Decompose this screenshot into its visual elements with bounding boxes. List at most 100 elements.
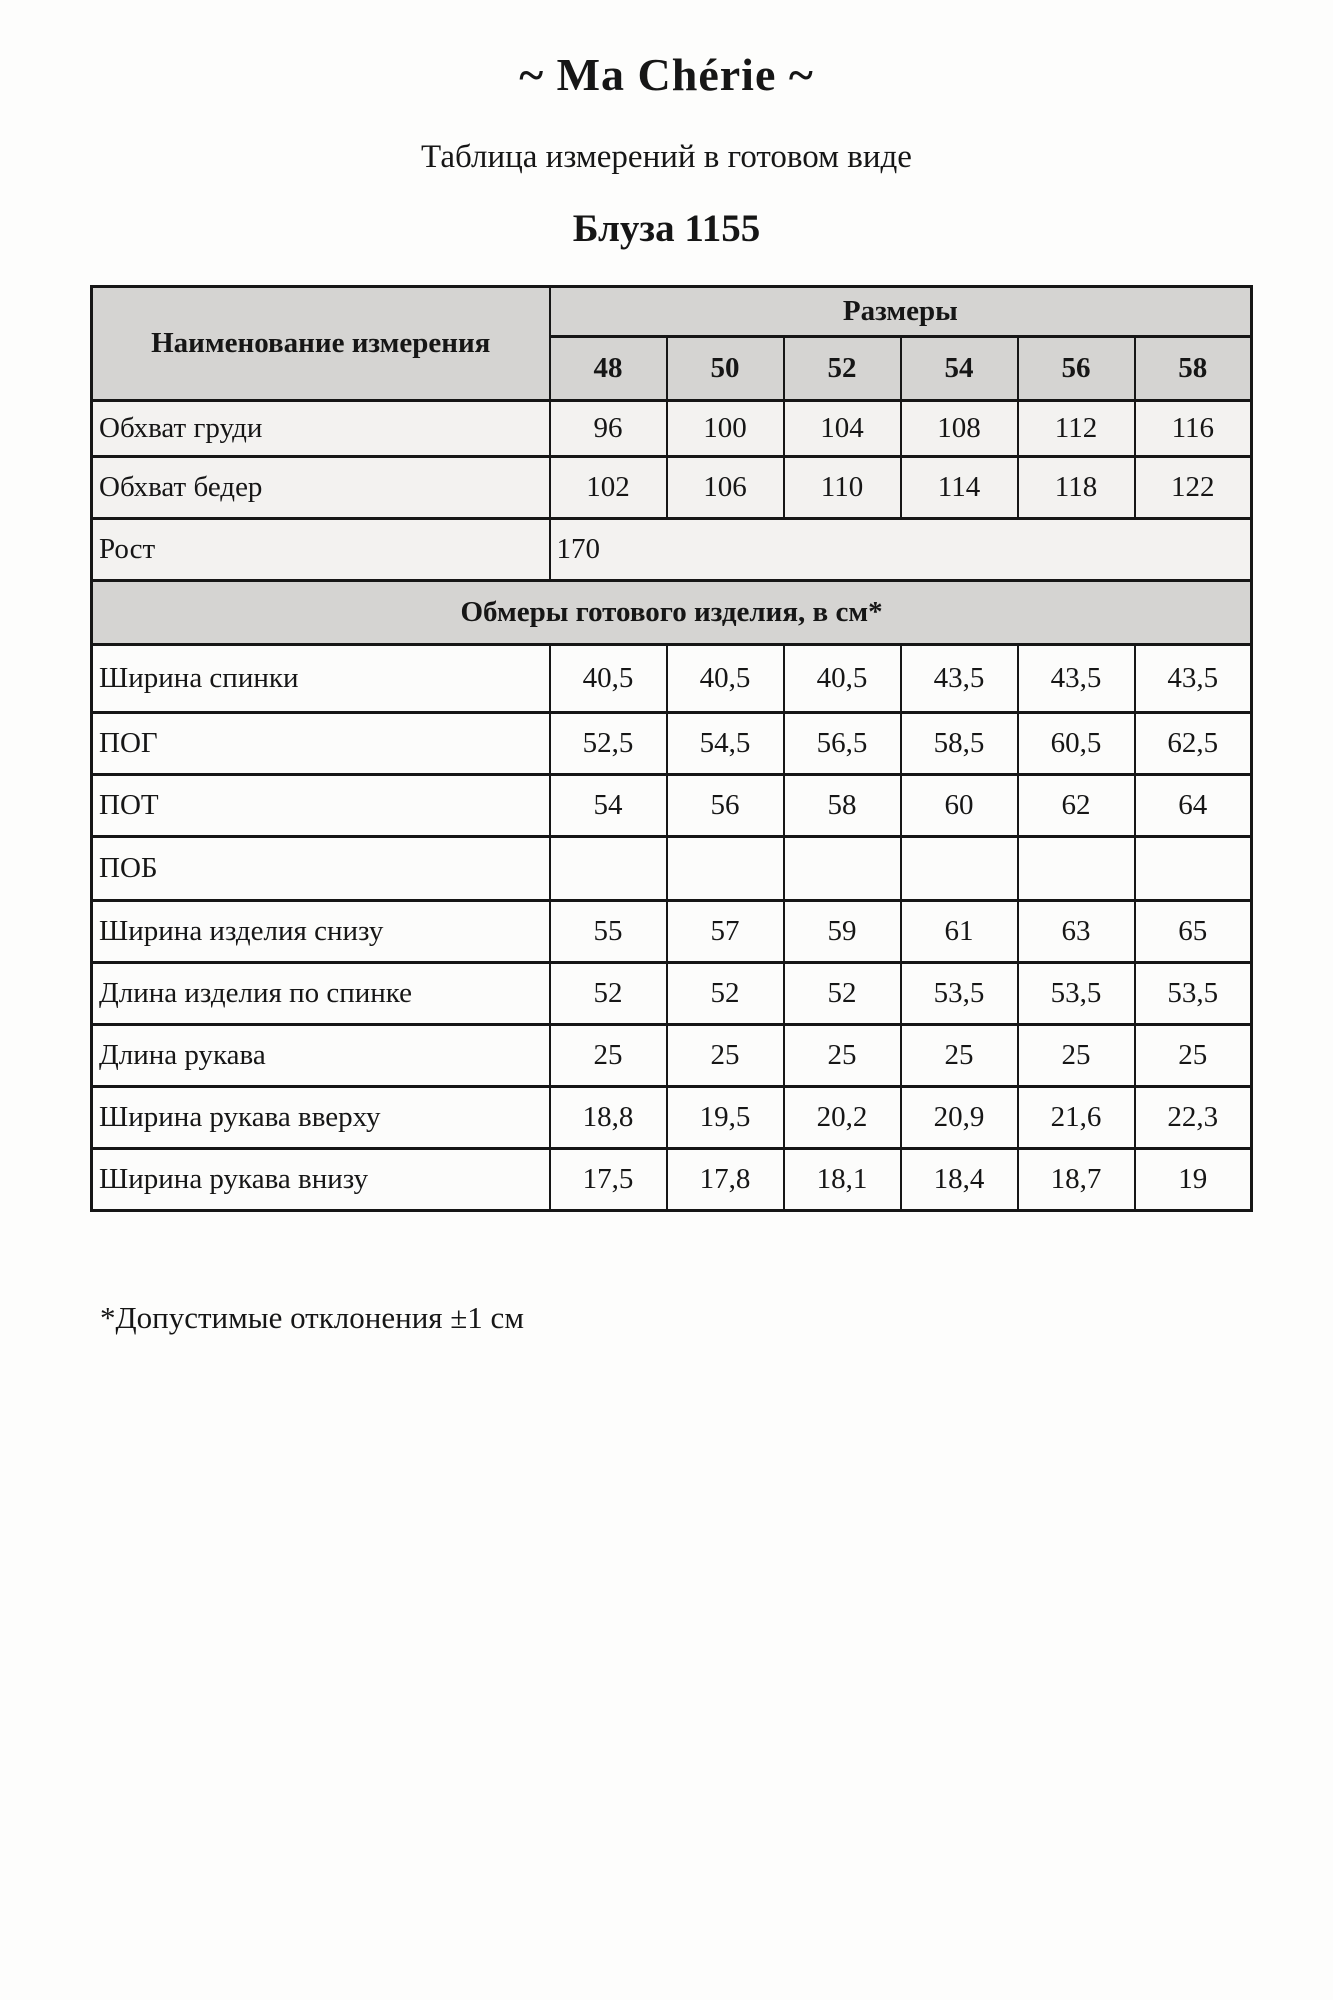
value-cell: 52 xyxy=(548,961,668,1026)
value-cell: 56,5 xyxy=(782,711,902,776)
value-cell: 63 xyxy=(1016,899,1136,964)
value-cell: 17,8 xyxy=(665,1147,785,1212)
value-cell: 102 xyxy=(548,455,668,520)
row-label: Ширина рукава внизу xyxy=(90,1147,551,1212)
table-row-pob: ПОБ xyxy=(90,835,1253,902)
value-cell: 18,4 xyxy=(899,1147,1019,1212)
measurement-table: Наименование измерения Размеры 48 50 52 … xyxy=(90,285,1254,1212)
row-label: Ширина спинки xyxy=(90,643,551,714)
tolerance-footnote: *Допустимые отклонения ±1 см xyxy=(100,1300,524,1335)
value-cell: 25 xyxy=(1133,1023,1253,1088)
value-cell: 25 xyxy=(899,1023,1019,1088)
value-cell: 19 xyxy=(1133,1147,1253,1212)
value-cell: 114 xyxy=(899,455,1019,520)
value-cell: 18,1 xyxy=(782,1147,902,1212)
row-label: ПОГ xyxy=(90,711,551,776)
table-row-sleeve-width-bottom: Ширина рукава внизу 17,5 17,8 18,1 18,4 … xyxy=(90,1147,1253,1212)
table-row-pog: ПОГ 52,5 54,5 56,5 58,5 60,5 62,5 xyxy=(90,711,1253,776)
value-cell xyxy=(899,835,1019,902)
value-cell: 20,9 xyxy=(899,1085,1019,1150)
table-row-sleeve-length: Длина рукава 25 25 25 25 25 25 xyxy=(90,1023,1253,1088)
value-cell: 20,2 xyxy=(782,1085,902,1150)
row-label: Обхват груди xyxy=(90,399,551,458)
table-row-back-width: Ширина спинки 40,5 40,5 40,5 43,5 43,5 4… xyxy=(90,643,1253,714)
page-header: ~ Ma Chérie ~ Таблица измерений в готово… xyxy=(0,0,1333,251)
value-cell: 55 xyxy=(548,899,668,964)
value-cell: 56 xyxy=(665,773,785,838)
size-header-48: 48 xyxy=(548,335,668,402)
value-cell: 25 xyxy=(1016,1023,1136,1088)
value-cell: 106 xyxy=(665,455,785,520)
value-cell: 112 xyxy=(1016,399,1136,458)
value-cell: 53,5 xyxy=(1133,961,1253,1026)
size-header-50: 50 xyxy=(665,335,785,402)
value-cell xyxy=(782,835,902,902)
value-cell: 61 xyxy=(899,899,1019,964)
row-label: Ширина рукава вверху xyxy=(90,1085,551,1150)
table-row-pot: ПОТ 54 56 58 60 62 64 xyxy=(90,773,1253,838)
product-title: Блуза 1155 xyxy=(572,207,761,250)
value-cell xyxy=(665,835,785,902)
value-cell: 18,8 xyxy=(548,1085,668,1150)
value-cell: 57 xyxy=(665,899,785,964)
value-cell: 25 xyxy=(665,1023,785,1088)
value-cell: 58,5 xyxy=(899,711,1019,776)
value-cell: 116 xyxy=(1133,399,1253,458)
value-cell: 54,5 xyxy=(665,711,785,776)
value-cell: 25 xyxy=(548,1023,668,1088)
value-cell: 53,5 xyxy=(1016,961,1136,1026)
value-cell: 100 xyxy=(665,399,785,458)
value-cell: 22,3 xyxy=(1133,1085,1253,1150)
column-header-measurement-name: Наименование измерения xyxy=(90,285,551,402)
value-cell: 43,5 xyxy=(1133,643,1253,714)
value-cell: 40,5 xyxy=(665,643,785,714)
height-value-cell: 170 xyxy=(548,517,1253,582)
value-cell: 96 xyxy=(548,399,668,458)
size-header-56: 56 xyxy=(1016,335,1136,402)
row-label: Длина изделия по спинке xyxy=(90,961,551,1026)
table-row-sleeve-width-top: Ширина рукава вверху 18,8 19,5 20,2 20,9… xyxy=(90,1085,1253,1150)
value-cell: 40,5 xyxy=(548,643,668,714)
table-row-chest: Обхват груди 96 100 104 108 112 116 xyxy=(90,399,1253,458)
row-label: ПОТ xyxy=(90,773,551,838)
header-row-size-numbers: 48 50 52 54 56 58 xyxy=(92,335,1253,402)
header-row-sizes-title: Наименование измерения Размеры xyxy=(90,285,1253,402)
value-cell: 17,5 xyxy=(548,1147,668,1212)
value-cell: 60 xyxy=(899,773,1019,838)
size-header-52: 52 xyxy=(782,335,902,402)
value-cell: 122 xyxy=(1133,455,1253,520)
value-cell: 19,5 xyxy=(665,1085,785,1150)
value-cell xyxy=(1133,835,1253,902)
table-subtitle: Таблица измерений в готовом виде xyxy=(421,139,912,175)
table-row-bottom-width: Ширина изделия снизу 55 57 59 61 63 65 xyxy=(90,899,1253,964)
value-cell: 110 xyxy=(782,455,902,520)
value-cell: 43,5 xyxy=(899,643,1019,714)
row-label: Обхват бедер xyxy=(90,455,551,520)
size-header-54: 54 xyxy=(899,335,1019,402)
value-cell: 52 xyxy=(665,961,785,1026)
value-cell xyxy=(1016,835,1136,902)
value-cell: 62 xyxy=(1016,773,1136,838)
value-cell: 59 xyxy=(782,899,902,964)
table-row-height: Рост 170 xyxy=(90,517,1253,582)
row-label: ПОБ xyxy=(90,835,551,902)
value-cell xyxy=(548,835,668,902)
row-label: Рост xyxy=(90,517,551,582)
value-cell: 52,5 xyxy=(548,711,668,776)
size-header-58: 58 xyxy=(1133,335,1253,402)
value-cell: 21,6 xyxy=(1016,1085,1136,1150)
row-label: Длина рукава xyxy=(90,1023,551,1088)
value-cell: 104 xyxy=(782,399,902,458)
value-cell: 118 xyxy=(1016,455,1136,520)
value-cell: 52 xyxy=(782,961,902,1026)
value-cell: 54 xyxy=(548,773,668,838)
section-header-row: Обмеры готового изделия, в см* xyxy=(90,579,1253,646)
table-row-hips: Обхват бедер 102 106 110 114 118 122 xyxy=(90,455,1253,520)
column-header-sizes: Размеры xyxy=(548,285,1253,338)
value-cell: 65 xyxy=(1133,899,1253,964)
value-cell: 18,7 xyxy=(1016,1147,1136,1212)
value-cell: 60,5 xyxy=(1016,711,1136,776)
value-cell: 43,5 xyxy=(1016,643,1136,714)
value-cell: 40,5 xyxy=(782,643,902,714)
value-cell: 53,5 xyxy=(899,961,1019,1026)
